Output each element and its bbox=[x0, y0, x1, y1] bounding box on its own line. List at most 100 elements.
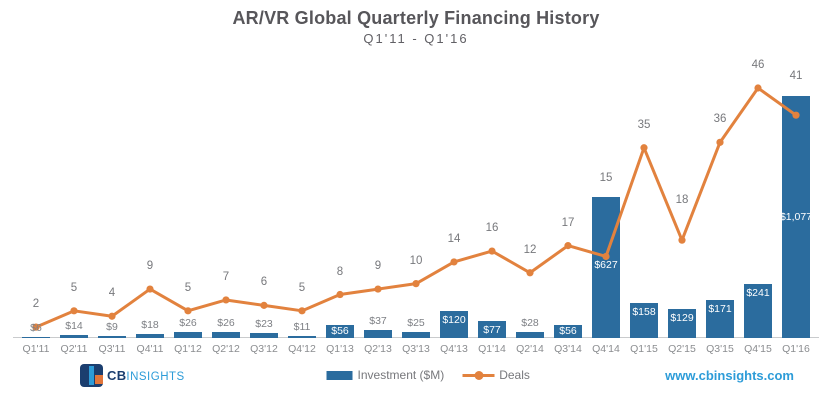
deals-marker bbox=[488, 247, 496, 255]
investment-bar bbox=[250, 332, 278, 338]
investment-label: $9 bbox=[106, 320, 118, 333]
investment-label: $26 bbox=[217, 317, 235, 330]
x-tick-label: Q3'13 bbox=[402, 343, 430, 355]
deals-label: 15 bbox=[599, 172, 613, 185]
deals-marker bbox=[602, 252, 610, 261]
investment-label: $56 bbox=[331, 325, 349, 337]
x-tick-label: Q4'13 bbox=[440, 343, 468, 355]
deals-label: 5 bbox=[298, 281, 306, 294]
investment-bar bbox=[136, 333, 164, 338]
x-tick-label: Q3'12 bbox=[250, 343, 278, 355]
investment-bar bbox=[554, 325, 582, 338]
deals-marker bbox=[678, 236, 686, 244]
deals-marker bbox=[146, 285, 154, 293]
investment-bar bbox=[592, 197, 620, 338]
x-tick-label: Q1'13 bbox=[326, 343, 354, 355]
deals-line-layer bbox=[32, 84, 800, 331]
investment-label: $26 bbox=[179, 317, 197, 330]
cbinsights-logo-icon bbox=[80, 364, 103, 387]
deals-label: 9 bbox=[374, 260, 382, 273]
deals-label: 18 bbox=[675, 194, 689, 207]
deals-label: 36 bbox=[713, 113, 727, 126]
investment-bar bbox=[668, 309, 696, 338]
x-tick-label: Q1'16 bbox=[782, 343, 810, 355]
investment-bar bbox=[98, 335, 126, 338]
investment-bar bbox=[516, 331, 544, 338]
investment-swatch bbox=[326, 370, 353, 380]
deals-marker bbox=[564, 242, 572, 250]
deals-marker bbox=[184, 307, 192, 315]
investment-bar bbox=[364, 329, 392, 338]
investment-label: $627 bbox=[594, 259, 618, 272]
investment-bar bbox=[478, 320, 506, 338]
deals-label: 6 bbox=[260, 276, 268, 289]
deals-marker bbox=[792, 111, 800, 119]
legend: Investment ($M) Deals bbox=[326, 368, 530, 382]
deals-marker bbox=[716, 138, 724, 146]
deals-marker bbox=[336, 290, 344, 299]
investment-bar bbox=[60, 334, 88, 338]
investment-label: $37 bbox=[369, 314, 387, 327]
deals-swatch bbox=[462, 370, 495, 380]
deals-label: 14 bbox=[447, 232, 461, 245]
investment-bar bbox=[174, 332, 202, 338]
deals-marker bbox=[450, 258, 458, 266]
deals-label: 9 bbox=[146, 260, 154, 273]
deals-label: 12 bbox=[523, 243, 537, 256]
investment-label: $23 bbox=[255, 317, 273, 330]
investment-bar bbox=[288, 335, 316, 338]
legend-item-investment: Investment ($M) bbox=[326, 368, 444, 382]
deals-label: 7 bbox=[222, 270, 230, 283]
deals-label: 8 bbox=[336, 265, 344, 278]
deals-label: 41 bbox=[789, 70, 803, 83]
x-tick-label: Q4'12 bbox=[288, 343, 316, 355]
investment-bar bbox=[706, 299, 734, 338]
investment-label: $120 bbox=[442, 314, 466, 327]
legend-item-deals: Deals bbox=[462, 368, 530, 382]
deals-marker bbox=[298, 307, 306, 315]
investment-bar bbox=[22, 336, 50, 338]
x-tick-label: Q4'15 bbox=[744, 343, 772, 355]
deals-marker bbox=[108, 312, 116, 320]
deals-label: 2 bbox=[32, 298, 40, 311]
deals-marker bbox=[412, 280, 420, 288]
deals-marker bbox=[32, 323, 40, 331]
deals-label: 5 bbox=[184, 281, 192, 294]
investment-bar bbox=[326, 325, 354, 338]
x-tick-label: Q4'14 bbox=[592, 343, 620, 355]
x-tick-label: Q1'11 bbox=[22, 343, 50, 355]
x-tick-label: Q2'13 bbox=[364, 343, 392, 355]
investment-bar bbox=[440, 311, 468, 338]
deals-label: 16 bbox=[485, 222, 499, 235]
investment-label: $28 bbox=[521, 316, 539, 329]
x-tick-label: Q1'14 bbox=[478, 343, 506, 355]
deals-marker bbox=[526, 269, 534, 277]
x-tick-label: Q3'11 bbox=[98, 343, 126, 355]
investment-label: $241 bbox=[746, 286, 770, 299]
website-link[interactable]: www.cbinsights.com bbox=[665, 368, 794, 383]
deals-label: 46 bbox=[751, 59, 765, 71]
x-tick-label: Q2'14 bbox=[516, 343, 544, 355]
deals-marker bbox=[374, 285, 382, 293]
plot-area: $6 2 $14 5 $9 4 $18 9 $26 5 $26 7 $23 6 $11 5 $56 8 $37 9 $2… bbox=[13, 59, 819, 338]
x-tick-label: Q2'12 bbox=[212, 343, 240, 355]
x-tick-label: Q3'14 bbox=[554, 343, 582, 355]
investment-label: $77 bbox=[483, 323, 501, 336]
cbinsights-logo: CBINSIGHTS bbox=[80, 364, 185, 387]
footer: CBINSIGHTS Investment ($M) Deals www.cbi… bbox=[0, 362, 832, 396]
investment-label: $171 bbox=[708, 302, 732, 315]
cbinsights-logo-text: CBINSIGHTS bbox=[107, 368, 185, 383]
chart-title: AR/VR Global Quarterly Financing History bbox=[232, 8, 600, 28]
investment-bar bbox=[630, 302, 658, 338]
investment-label: $6 bbox=[30, 321, 42, 334]
deals-label: 4 bbox=[108, 287, 116, 300]
deals-marker bbox=[260, 301, 268, 309]
deals-label: 35 bbox=[637, 118, 651, 131]
investment-label: $129 bbox=[670, 312, 694, 325]
deals-marker bbox=[640, 144, 648, 152]
investment-label: $158 bbox=[632, 305, 656, 318]
x-axis-labels: Q1'11 Q2'11 Q3'11 Q4'11 Q1'12 Q2'12 Q3'12 Q4'12… bbox=[17, 343, 815, 355]
investment-label: $56 bbox=[559, 325, 577, 337]
investment-label: $11 bbox=[293, 320, 311, 333]
